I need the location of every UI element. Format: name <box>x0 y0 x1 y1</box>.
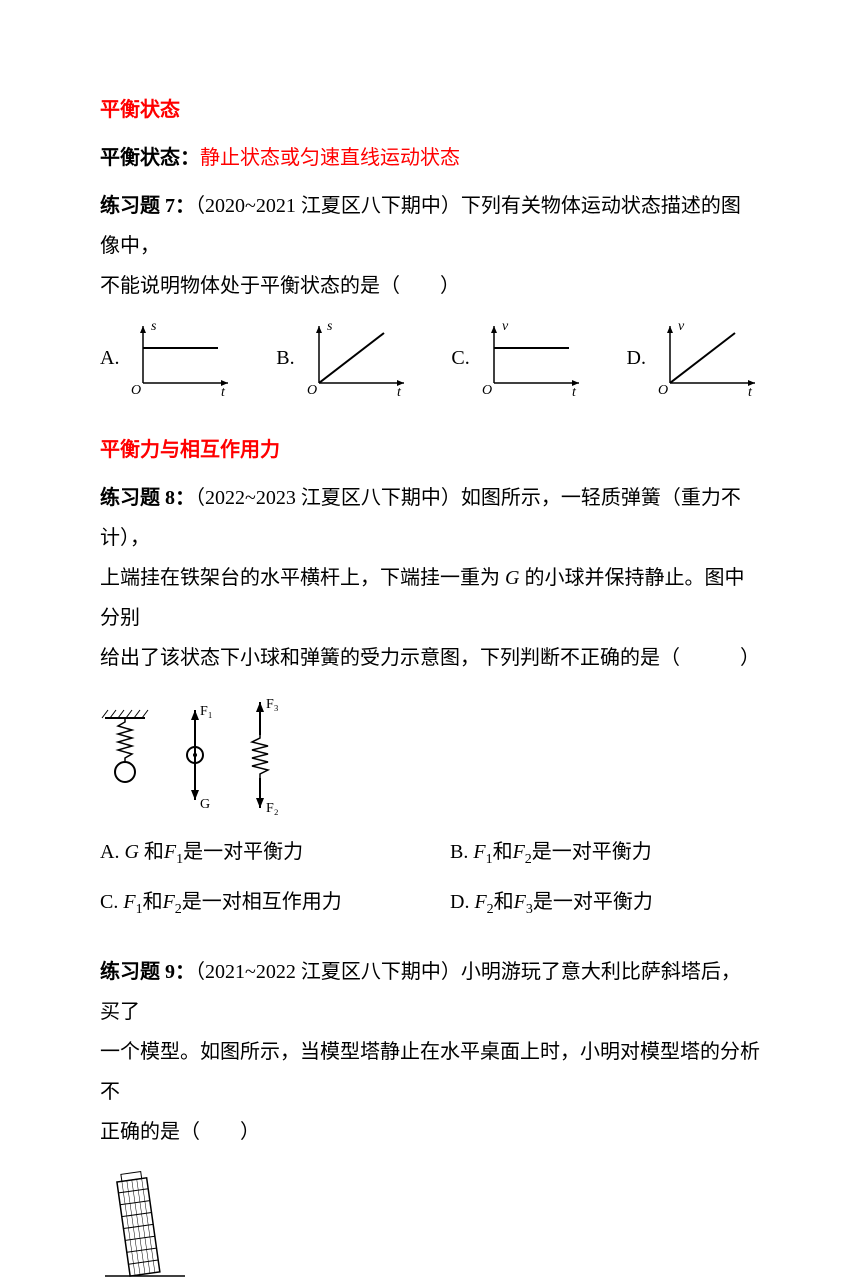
q7-source: （2020~2021 江夏区八下期中） <box>195 195 461 217</box>
q7-label: 练习题 7： <box>100 195 195 217</box>
svg-text:F₁: F₁ <box>200 704 213 719</box>
definition-row: 平衡状态：静止状态或匀速直线运动状态 <box>100 138 760 178</box>
q8-svg: F₁ G F₃ F₂ <box>100 690 300 820</box>
q9-tower <box>100 1164 760 1284</box>
q8-opt-c: C. F1和F2是一对相互作用力 <box>100 882 410 924</box>
svg-text:v: v <box>678 319 685 334</box>
svg-text:F₂: F₂ <box>266 801 279 816</box>
graph-a-svg: s t O <box>123 318 233 398</box>
q7-opt-c: C. <box>451 338 469 378</box>
q7-graph-b: B. s t O <box>276 318 408 398</box>
q7-text2: 不能说明物体处于平衡状态的是（ ） <box>100 266 760 306</box>
q8-line2: 上端挂在铁架台的水平横杆上，下端挂一重为 G 的小球并保持静止。图中分别 <box>100 558 760 638</box>
definition-label: 平衡状态： <box>100 147 200 169</box>
svg-text:O: O <box>658 383 668 398</box>
q8-label: 练习题 8： <box>100 487 195 509</box>
section1-title: 平衡状态 <box>100 90 760 130</box>
q8-opt-b: B. F1和F2是一对平衡力 <box>450 832 760 874</box>
q8-text3: 给出了该状态下小球和弹簧的受力示意图，下列判断不正确的是（ ） <box>100 638 760 678</box>
q8-text2: 上端挂在铁架台的水平横杆上，下端挂一重为 <box>100 567 505 589</box>
q7-graphs-row: A. s t O B. s t O C. <box>100 318 760 398</box>
graph-b-svg: s t O <box>299 318 409 398</box>
q8-diagram: F₁ G F₃ F₂ <box>100 690 760 820</box>
q8-opt-a: A. G 和F1是一对平衡力 <box>100 832 410 874</box>
svg-text:O: O <box>131 383 141 398</box>
svg-text:t: t <box>572 385 577 398</box>
q8-source: （2022~2023 江夏区八下期中） <box>195 487 461 509</box>
svg-text:G: G <box>200 797 210 812</box>
q9-text3: 正确的是（ ） <box>100 1112 760 1152</box>
q9-source: （2021~2022 江夏区八下期中） <box>195 961 461 983</box>
q8-gvar: G <box>505 567 519 589</box>
svg-text:v: v <box>502 319 509 334</box>
q8-options: A. G 和F1是一对平衡力 B. F1和F2是一对平衡力 C. F1和F2是一… <box>100 832 760 924</box>
svg-text:t: t <box>221 385 226 398</box>
q7-block: 练习题 7：（2020~2021 江夏区八下期中）下列有关物体运动状态描述的图像… <box>100 186 760 306</box>
graph-d-svg: v t O <box>650 318 760 398</box>
q7-graph-d: D. v t O <box>627 318 760 398</box>
svg-text:t: t <box>397 385 402 398</box>
section2-title: 平衡力与相互作用力 <box>100 430 760 470</box>
q7-opt-d: D. <box>627 338 646 378</box>
svg-text:s: s <box>151 319 157 334</box>
svg-text:O: O <box>482 383 492 398</box>
definition-text: 静止状态或匀速直线运动状态 <box>200 147 460 169</box>
graph-c-svg: v t O <box>474 318 584 398</box>
svg-text:s: s <box>327 319 333 334</box>
q7-opt-b: B. <box>276 338 294 378</box>
q7-opt-a: A. <box>100 338 119 378</box>
svg-text:F₃: F₃ <box>266 697 279 712</box>
svg-text:t: t <box>748 385 753 398</box>
q9-text2: 一个模型。如图所示，当模型塔静止在水平桌面上时，小明对模型塔的分析不 <box>100 1032 760 1112</box>
q8-opt-d: D. F2和F3是一对平衡力 <box>450 882 760 924</box>
q9-block: 练习题 9：（2021~2022 江夏区八下期中）小明游玩了意大利比萨斜塔后，买… <box>100 952 760 1152</box>
q7-graph-c: C. v t O <box>451 318 583 398</box>
q8-block: 练习题 8：（2022~2023 江夏区八下期中）如图所示，一轻质弹簧（重力不计… <box>100 478 760 678</box>
q9-label: 练习题 9： <box>100 961 195 983</box>
tower-svg <box>100 1164 190 1284</box>
q7-graph-a: A. s t O <box>100 318 233 398</box>
svg-text:O: O <box>307 383 317 398</box>
